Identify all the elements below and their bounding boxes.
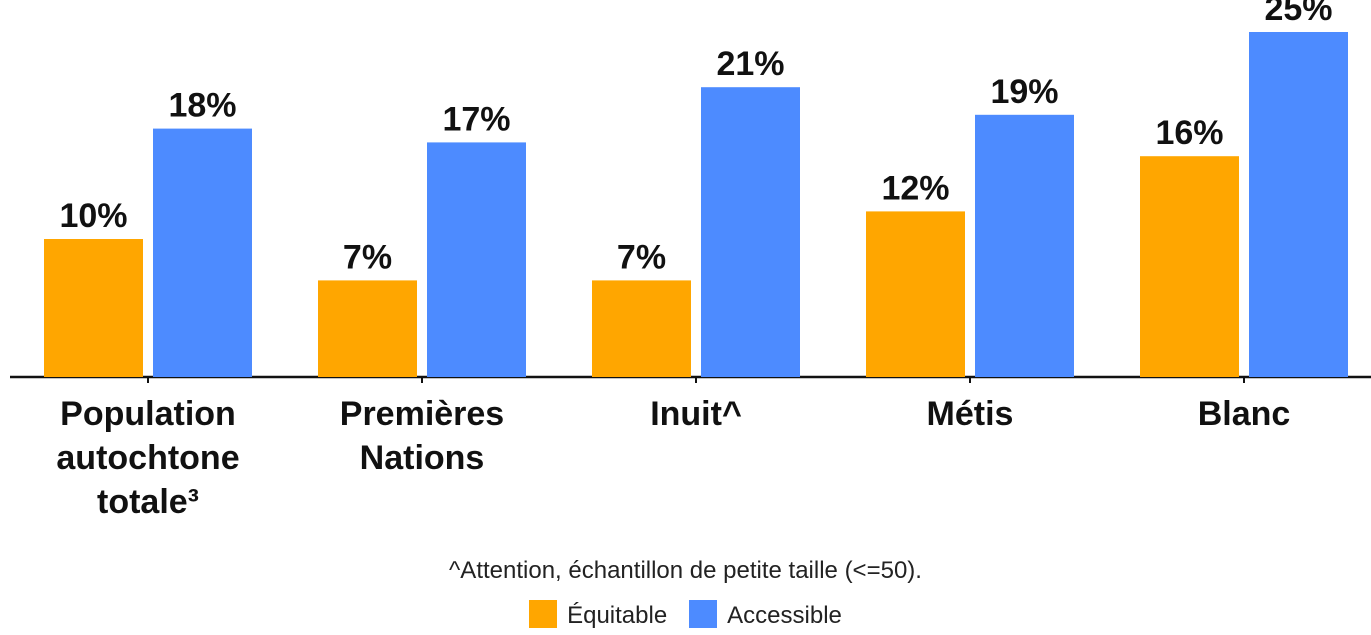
x-tick-label: Métis <box>926 395 1014 433</box>
bar <box>153 128 252 377</box>
bar <box>1140 156 1239 377</box>
bar <box>592 280 691 377</box>
value-label: 21% <box>716 45 784 83</box>
legend-label: Accessible <box>727 602 842 629</box>
bar <box>866 211 965 377</box>
value-label: 7% <box>617 238 666 276</box>
bar <box>701 87 800 377</box>
legend-label: Équitable <box>567 602 668 629</box>
x-tick-label: Inuit^ <box>650 395 742 433</box>
legend-swatch <box>689 600 718 628</box>
value-label: 10% <box>59 197 127 235</box>
value-label: 7% <box>343 238 392 276</box>
bar <box>427 142 526 377</box>
x-tick-label: Premières Nations <box>339 395 505 477</box>
value-label: 18% <box>168 87 236 125</box>
value-label: 12% <box>881 169 949 207</box>
bar <box>318 280 417 377</box>
legend-item: Équitable <box>529 600 667 630</box>
note: ^Attention, échantillon de petite taille… <box>449 557 922 584</box>
x-tick-label: Blanc <box>1197 395 1291 433</box>
bar <box>44 239 143 377</box>
legend-item: Accessible <box>689 600 842 630</box>
legend-swatch <box>529 600 558 628</box>
bar <box>1249 32 1348 377</box>
value-label: 16% <box>1155 114 1223 152</box>
legend: Équitable Accessible <box>0 600 1371 630</box>
bar <box>975 114 1074 378</box>
x-tick-label: Population autochtone totale³ <box>56 395 240 521</box>
value-label: 17% <box>442 100 510 138</box>
value-label: 25% <box>1264 0 1332 28</box>
value-label: 19% <box>990 73 1058 111</box>
